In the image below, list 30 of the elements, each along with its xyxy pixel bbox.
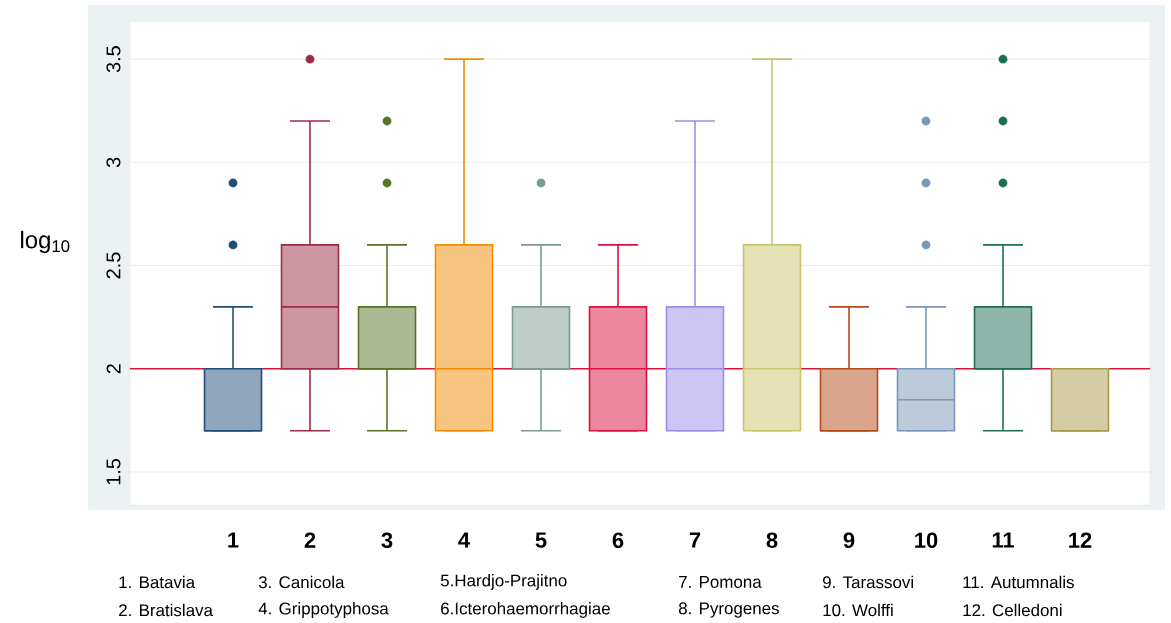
- x-tick-label: 7: [689, 532, 701, 548]
- x-tick-label: 2: [304, 532, 316, 548]
- text: 1. Batavia: [119, 575, 196, 589]
- text: 3. Canicola: [258, 575, 345, 589]
- text: 4. Grippotyphosa: [258, 602, 389, 618]
- y-axis-title: log$_{10}$: [21, 230, 70, 254]
- text: 7. Pomona: [679, 576, 762, 588]
- x-tick-label: 8: [766, 532, 778, 549]
- x-tick-label: 3: [381, 532, 393, 549]
- text: 11. Autumnalis: [963, 575, 1074, 589]
- x-tick-label: 6: [612, 532, 624, 549]
- x-tick-label: 9: [843, 532, 855, 549]
- y-tick-label: 2.5: [106, 252, 121, 279]
- text: 8. Pyrogenes: [678, 602, 779, 618]
- y-tick-label: 3: [106, 157, 121, 168]
- y-tick-label: 1.5: [106, 458, 121, 485]
- text: 6.Icterohaemorrhagiae: [441, 602, 610, 618]
- x-tick-label: 11: [992, 532, 1014, 548]
- text: 5.Hardjo-Prajitno: [440, 574, 567, 590]
- x-tick-label: 1: [228, 532, 239, 548]
- x-tick-label: 12: [1069, 532, 1092, 548]
- y-tick-label: 2: [106, 364, 121, 374]
- text: 9. Tarassovi: [823, 575, 913, 589]
- y-tick-label: 3.5: [106, 46, 121, 73]
- x-tick-label: 10: [915, 532, 938, 549]
- text: 12. Celledoni: [963, 603, 1062, 617]
- text: 2. Bratislava: [119, 603, 213, 617]
- text: 10. Wolffi: [823, 603, 893, 617]
- x-tick-label: 5: [535, 532, 547, 548]
- x-tick-label: 4: [458, 532, 470, 548]
